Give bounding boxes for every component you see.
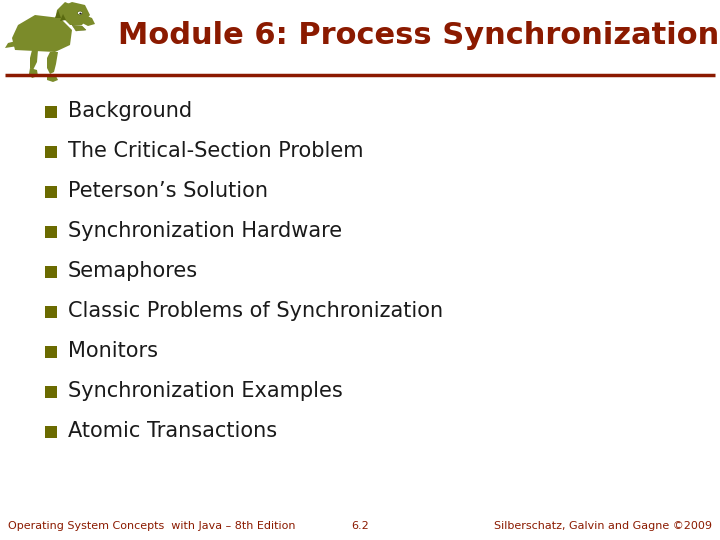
- Text: Operating System Concepts  with Java – 8th Edition: Operating System Concepts with Java – 8t…: [8, 521, 295, 531]
- FancyBboxPatch shape: [45, 346, 57, 358]
- FancyBboxPatch shape: [45, 106, 57, 118]
- Polygon shape: [60, 31, 69, 40]
- Circle shape: [79, 12, 81, 15]
- Text: Synchronization Hardware: Synchronization Hardware: [68, 221, 342, 241]
- Circle shape: [78, 11, 83, 15]
- FancyBboxPatch shape: [45, 146, 57, 158]
- Polygon shape: [47, 52, 58, 74]
- FancyBboxPatch shape: [45, 266, 57, 278]
- Text: The Critical-Section Problem: The Critical-Section Problem: [68, 141, 364, 161]
- Polygon shape: [55, 2, 72, 22]
- FancyBboxPatch shape: [45, 226, 57, 238]
- Text: 6.2: 6.2: [351, 521, 369, 531]
- Polygon shape: [63, 2, 90, 25]
- FancyBboxPatch shape: [45, 426, 57, 438]
- Polygon shape: [60, 14, 66, 21]
- FancyBboxPatch shape: [45, 186, 57, 198]
- Polygon shape: [12, 15, 72, 52]
- Text: Synchronization Examples: Synchronization Examples: [68, 381, 343, 401]
- Polygon shape: [80, 14, 95, 26]
- Text: Silberschatz, Galvin and Gagne ©2009: Silberschatz, Galvin and Gagne ©2009: [494, 521, 712, 531]
- Polygon shape: [29, 68, 38, 78]
- Polygon shape: [55, 10, 61, 18]
- Text: Atomic Transactions: Atomic Transactions: [68, 421, 277, 441]
- Text: Classic Problems of Synchronization: Classic Problems of Synchronization: [68, 301, 443, 321]
- Polygon shape: [5, 40, 20, 48]
- Text: Monitors: Monitors: [68, 341, 158, 361]
- Text: Peterson’s Solution: Peterson’s Solution: [68, 181, 268, 201]
- FancyBboxPatch shape: [45, 306, 57, 318]
- Text: Semaphores: Semaphores: [68, 261, 198, 281]
- FancyBboxPatch shape: [45, 386, 57, 398]
- Text: Module 6: Process Synchronization: Module 6: Process Synchronization: [118, 21, 719, 50]
- Text: Background: Background: [68, 101, 192, 121]
- Polygon shape: [47, 74, 58, 82]
- Polygon shape: [72, 25, 86, 31]
- Polygon shape: [30, 50, 38, 70]
